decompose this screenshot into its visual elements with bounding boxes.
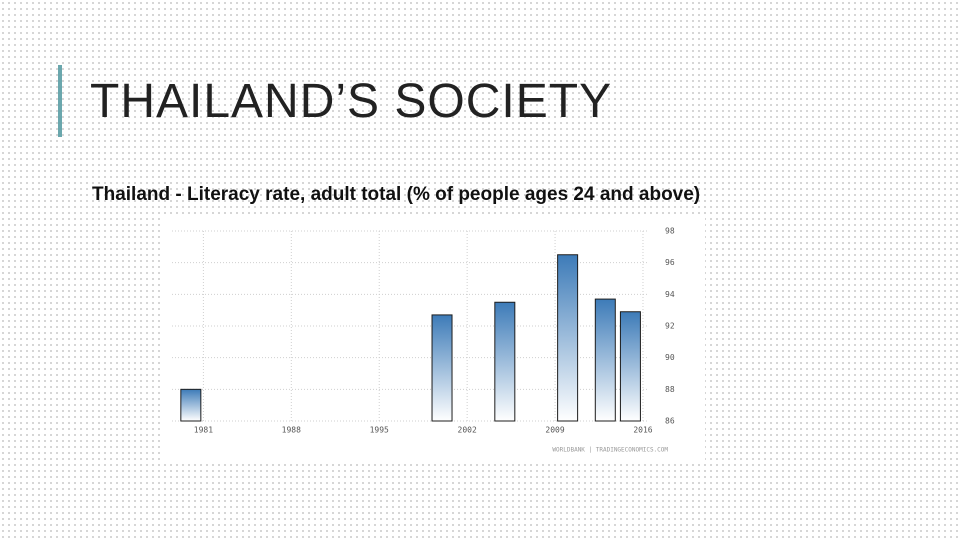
y-tick-label: 96 — [665, 258, 675, 267]
bar — [557, 254, 579, 422]
bar — [619, 311, 641, 422]
x-tick-label: 1995 — [370, 426, 389, 435]
y-tick-label: 88 — [665, 385, 675, 394]
x-tick-label: 1981 — [194, 426, 213, 435]
y-tick-label: 86 — [665, 417, 675, 426]
title-accent — [58, 65, 62, 137]
y-tick-label: 94 — [665, 290, 675, 299]
bar — [494, 301, 516, 422]
x-tick-label: 2009 — [545, 426, 564, 435]
y-tick-label: 90 — [665, 353, 675, 362]
chart-subtitle: Thailand - Literacy rate, adult total (%… — [92, 184, 701, 205]
x-tick-label: 1988 — [282, 426, 301, 435]
x-tick-label: 2002 — [458, 426, 477, 435]
bar — [180, 388, 202, 422]
bar — [431, 314, 453, 422]
slide-title: THAILAND’S SOCIETY — [90, 75, 613, 128]
x-tick-label: 2016 — [633, 426, 652, 435]
bar — [594, 298, 616, 422]
y-tick-label: 98 — [665, 227, 675, 236]
chart-source: WORLDBANK | TRADINGECONOMICS.COM — [552, 447, 668, 454]
y-tick-label: 92 — [665, 322, 675, 331]
chart: 86 88 90 92 94 96 98 1981 1988 1995 2002 2009 2016 WO… — [160, 218, 705, 462]
